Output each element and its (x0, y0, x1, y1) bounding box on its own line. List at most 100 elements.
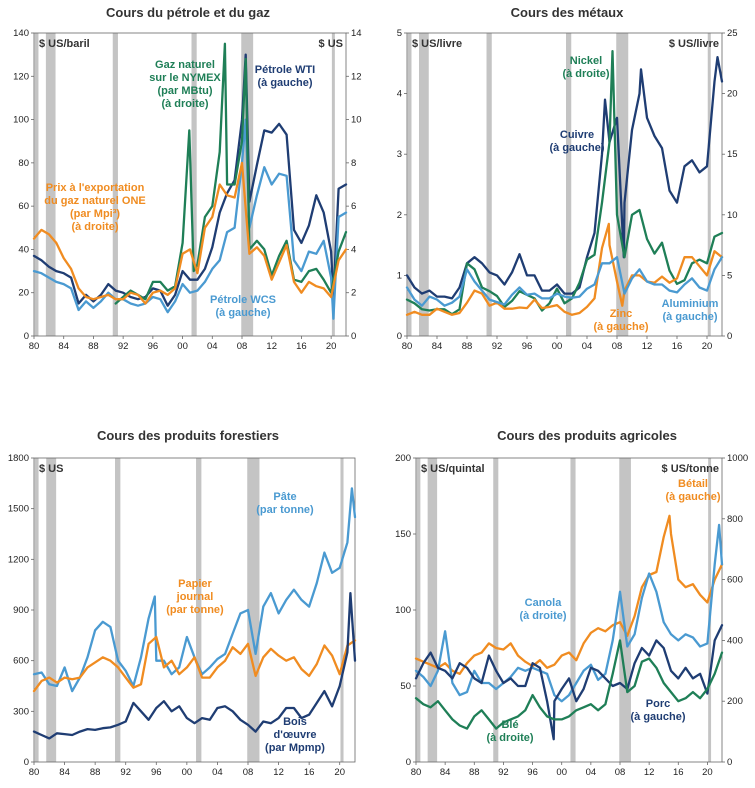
recession-band (112, 33, 118, 336)
y-unit-left: $ US/livre (412, 38, 462, 50)
x-tick-label: 92 (498, 767, 509, 778)
y-tick-label: 80 (18, 158, 29, 169)
annotation-line: (à gauche) (665, 491, 720, 503)
annotation-line: (à droite) (161, 98, 208, 110)
series-annotation-bois: Bois d'œuvre (par Mpmp) (265, 716, 325, 754)
x-tick-label: 96 (527, 767, 538, 778)
y-tick-label: 50 (400, 681, 411, 692)
series-annotation-cuivre: Cuivre (à gauche) (549, 129, 604, 154)
series-line-3 (414, 624, 724, 741)
recession-band (196, 458, 202, 762)
recession-band (570, 458, 576, 762)
y-tick-label: 60 (18, 201, 29, 212)
series-line-2 (32, 118, 348, 320)
recession-band (331, 33, 335, 336)
x-tick-label: 16 (673, 767, 684, 778)
annotation-line: d'œuvre (274, 729, 317, 741)
y-tick-label: 0 (24, 757, 29, 768)
series-annotation-porc: Porc (à gauche) (630, 698, 685, 723)
annotation-line: Pétrole WTI (255, 64, 316, 76)
x-tick-label: 08 (243, 767, 254, 778)
y-tick-label: 200 (395, 453, 411, 464)
x-tick-label: 00 (177, 341, 188, 352)
annotation-line: journal (176, 591, 214, 603)
recession-band (45, 33, 56, 336)
y-tick-label: 0 (397, 331, 402, 342)
x-tick-label: 12 (273, 767, 284, 778)
series-annotation-canola: Canola (à droite) (519, 597, 566, 622)
recession-band (416, 458, 421, 762)
recession-band (619, 458, 631, 762)
annotation-line: (par Mpmp) (265, 742, 325, 754)
y-tick-label: 1500 (8, 504, 29, 515)
annotation-line: Zinc (610, 308, 633, 320)
x-tick-label: 80 (29, 341, 40, 352)
x-tick-label: 00 (556, 767, 567, 778)
y-tick-label-right: 5 (727, 270, 732, 281)
x-tick-label: 84 (440, 767, 451, 778)
y-tick-label-right: 8 (351, 158, 356, 169)
chart-title: Cours des métaux (511, 5, 624, 20)
series-line-4 (32, 161, 348, 305)
x-tick-label: 08 (615, 767, 626, 778)
annotation-line: (à gauche) (257, 77, 312, 89)
y-tick-label-right: 2 (351, 288, 356, 299)
chart-panel-4: Cours des produits agricoles050100150200… (395, 428, 748, 778)
annotation-line: (par MBtu) (158, 85, 213, 97)
series-line-3 (405, 222, 724, 316)
series-line-4 (414, 639, 724, 730)
y-tick-label-right: 10 (727, 210, 738, 221)
recession-band (115, 458, 121, 762)
x-tick-label: 92 (118, 341, 129, 352)
series-annotation-papier: Papier journal (par tonne) (166, 578, 224, 616)
recession-band (247, 458, 260, 762)
y-tick-label-right: 400 (727, 635, 743, 646)
series-annotation-one: Prix à l'exportation du gaz naturel ONE (p… (44, 182, 145, 233)
annotation-line: (à droite) (71, 221, 118, 233)
annotation-line: Prix à l'exportation (46, 182, 145, 194)
chart-panel-3: Cours des produits forestiers 0 300 600 900 1… (8, 428, 357, 778)
series-annotation-aluminium: Aluminium (à gauche) (662, 298, 719, 323)
annotation-line: Nickel (570, 55, 602, 67)
annotation-line: Aluminium (662, 298, 719, 310)
series-line-4 (405, 256, 724, 307)
series-annotation-gas_nymex: Gaz naturel sur le NYMEX (par MBtu) (à droi… (149, 59, 221, 110)
series-annotation-wcs: Pétrole WCS (à gauche) (210, 294, 276, 319)
annotation-line: (à droite) (562, 68, 609, 80)
y-tick-label-right: 800 (727, 514, 743, 525)
recession-band (419, 33, 429, 336)
annotation-line: Bois (283, 716, 307, 728)
annotation-line: Cuivre (560, 129, 594, 141)
plot-frame (406, 32, 723, 337)
series-line-3 (114, 42, 348, 305)
recession-band (707, 33, 711, 336)
series-line-3 (32, 591, 357, 740)
x-tick-label: 20 (334, 767, 345, 778)
annotation-line: (à droite) (486, 732, 533, 744)
series-annotation-zinc: Zinc (à gauche) (593, 308, 648, 333)
x-tick-label: 88 (90, 767, 101, 778)
x-tick-label: 04 (586, 767, 597, 778)
annotation-line: (par tonne) (166, 604, 224, 616)
series-line-1 (405, 56, 724, 300)
y-tick-label: 1 (397, 270, 402, 281)
y-tick-label-right: 4 (351, 244, 356, 255)
recession-band (34, 33, 39, 336)
y-tick-label-right: 25 (727, 28, 738, 39)
y-tick-label: 2 (397, 210, 402, 221)
recession-band (427, 458, 438, 762)
recession-band (616, 33, 629, 336)
x-tick-label: 04 (207, 341, 218, 352)
annotation-line: du gaz naturel ONE (44, 195, 145, 207)
y-tick-label: 150 (395, 529, 411, 540)
series-line-2 (405, 50, 724, 316)
annotation-line: Papier (178, 578, 212, 590)
recession-band (407, 33, 412, 336)
x-tick-label: 80 (402, 341, 413, 352)
y-tick-label: 0 (24, 331, 29, 342)
series-line-1 (414, 514, 724, 675)
y-tick-label-right: 0 (351, 331, 356, 342)
recession-band (34, 458, 39, 762)
annotation-line: Blé (501, 719, 518, 731)
y-tick-label-right: 1000 (727, 453, 748, 464)
